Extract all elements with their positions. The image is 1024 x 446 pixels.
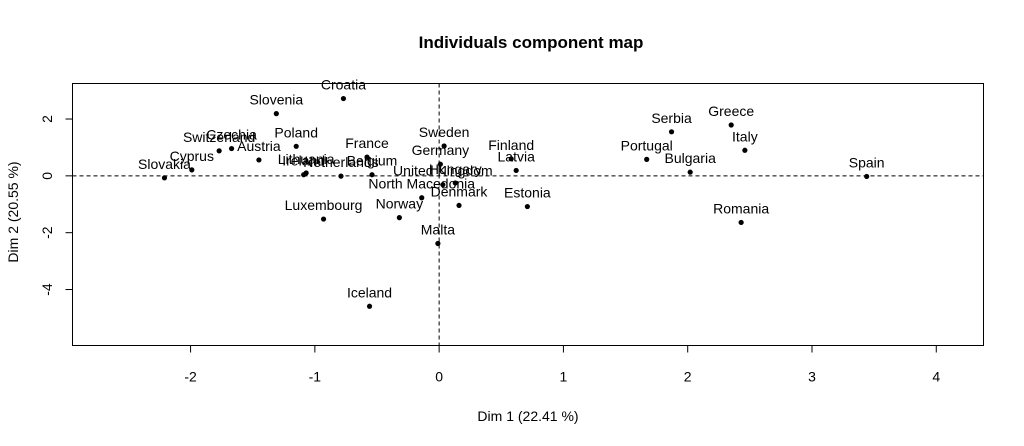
point-labels: Croatia Slovenia Poland CzechiaSwitzerlandA… xyxy=(138,77,885,301)
data-point xyxy=(320,216,327,222)
point-label: North Macedonia xyxy=(368,176,475,192)
x-tick-label: 3 xyxy=(808,369,816,385)
data-point xyxy=(301,172,307,178)
point-label: Czechia xyxy=(206,127,257,143)
point-label: Iceland xyxy=(347,284,392,300)
point-label: Switzerland xyxy=(183,129,255,145)
data-point xyxy=(338,173,344,179)
chart-title: Individuals component map xyxy=(419,33,644,52)
data-point xyxy=(396,215,402,221)
x-tick-label: -1 xyxy=(309,369,322,385)
x-tick-label: 1 xyxy=(560,369,568,385)
point-label: Germany xyxy=(412,142,470,158)
x-tick-label: 4 xyxy=(932,369,940,385)
point-label: Netherlands xyxy=(303,154,379,170)
point-label: Austria xyxy=(237,138,281,154)
data-point xyxy=(256,157,262,163)
x-axis: -2 -1 0 1 2 3 4 xyxy=(184,345,940,385)
data-point xyxy=(524,203,530,210)
data-point xyxy=(435,240,441,247)
point-label: Estonia xyxy=(504,185,551,201)
y-axis-label: Dim 2 (20.55 %) xyxy=(5,161,21,262)
data-point xyxy=(456,202,462,209)
point-label: Ireland xyxy=(282,153,325,169)
data-point xyxy=(440,182,446,188)
data-point xyxy=(189,167,195,173)
data-point xyxy=(161,175,168,181)
point-label: Spain xyxy=(849,154,885,170)
data-point xyxy=(273,111,279,117)
data-point xyxy=(668,129,675,135)
data-point xyxy=(644,156,650,162)
data-point xyxy=(452,180,458,186)
data-point xyxy=(738,219,744,226)
point-label: Romania xyxy=(713,200,769,216)
data-point xyxy=(419,195,425,201)
point-label: Italy xyxy=(732,128,758,144)
data-point xyxy=(441,143,447,149)
point-label: Luxembourg xyxy=(285,197,363,213)
data-point xyxy=(364,154,370,160)
point-label: Poland xyxy=(274,124,318,140)
data-point xyxy=(216,148,222,154)
point-label: Serbia xyxy=(651,110,692,126)
y-tick-label: -2 xyxy=(39,226,55,239)
data-point xyxy=(513,167,519,174)
point-label: Belgium xyxy=(347,153,398,169)
y-tick-label: 0 xyxy=(39,172,55,180)
y-tick-label: 2 xyxy=(39,115,55,123)
data-point xyxy=(369,172,375,178)
point-label: Denmark xyxy=(431,183,489,199)
data-point xyxy=(228,145,235,152)
y-tick-label: -4 xyxy=(39,283,55,296)
point-label: Croatia xyxy=(321,77,366,93)
data-points xyxy=(161,95,870,309)
reference-lines xyxy=(72,83,984,346)
point-label: Hungary xyxy=(429,161,482,177)
point-label: Portugal xyxy=(621,137,673,153)
point-label: Sweden xyxy=(419,124,470,140)
x-tick-label: 2 xyxy=(684,369,692,385)
point-label: Malta xyxy=(421,221,455,237)
x-tick-label: -2 xyxy=(184,369,197,385)
x-axis-label: Dim 1 (22.41 %) xyxy=(477,408,578,424)
plot-area-frame xyxy=(72,83,984,346)
data-point xyxy=(687,169,693,175)
point-label: Finland xyxy=(488,137,534,153)
point-label: Slovakia xyxy=(138,156,191,172)
data-point xyxy=(340,95,347,102)
data-point xyxy=(437,161,443,167)
data-point xyxy=(508,156,514,162)
data-point xyxy=(366,303,373,309)
point-label: Greece xyxy=(708,103,754,119)
point-label: Lithuania xyxy=(278,151,335,167)
x-tick-label: 0 xyxy=(435,369,443,385)
data-point xyxy=(742,147,748,153)
point-label: Slovenia xyxy=(249,92,303,108)
data-point xyxy=(293,143,299,149)
point-label: Bulgaria xyxy=(665,150,717,166)
point-label: Cyprus xyxy=(170,148,214,164)
data-point xyxy=(864,173,870,180)
point-label: Latvia xyxy=(498,148,536,164)
y-axis: -4 -2 0 2 xyxy=(39,115,73,296)
point-label: Norway xyxy=(376,196,423,212)
point-label: France xyxy=(345,135,389,151)
data-point xyxy=(728,122,734,128)
point-label: United Kingdom xyxy=(393,163,493,179)
